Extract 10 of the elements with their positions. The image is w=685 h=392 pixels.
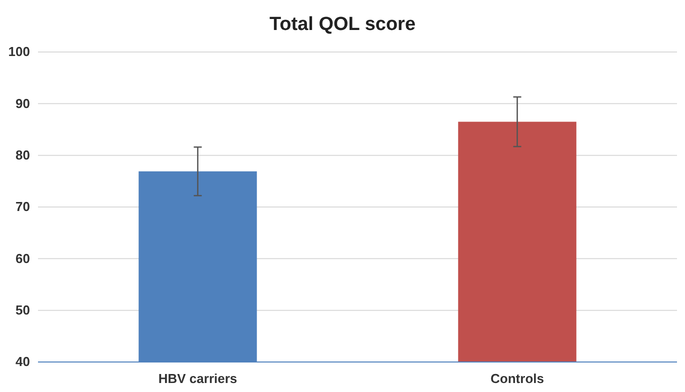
y-tick-label: 100 — [8, 44, 30, 60]
y-tick-label: 50 — [16, 302, 30, 318]
y-tick-label: 40 — [16, 354, 30, 370]
chart-title: Total QOL score — [269, 14, 416, 35]
x-tick-label: HBV carriers — [158, 371, 238, 386]
y-tick-label: 70 — [16, 199, 30, 214]
y-tick-label: 90 — [16, 96, 30, 111]
x-tick-label: Controls — [490, 371, 544, 386]
y-tick-label: 80 — [16, 147, 30, 162]
y-tick-label: 60 — [16, 250, 30, 266]
